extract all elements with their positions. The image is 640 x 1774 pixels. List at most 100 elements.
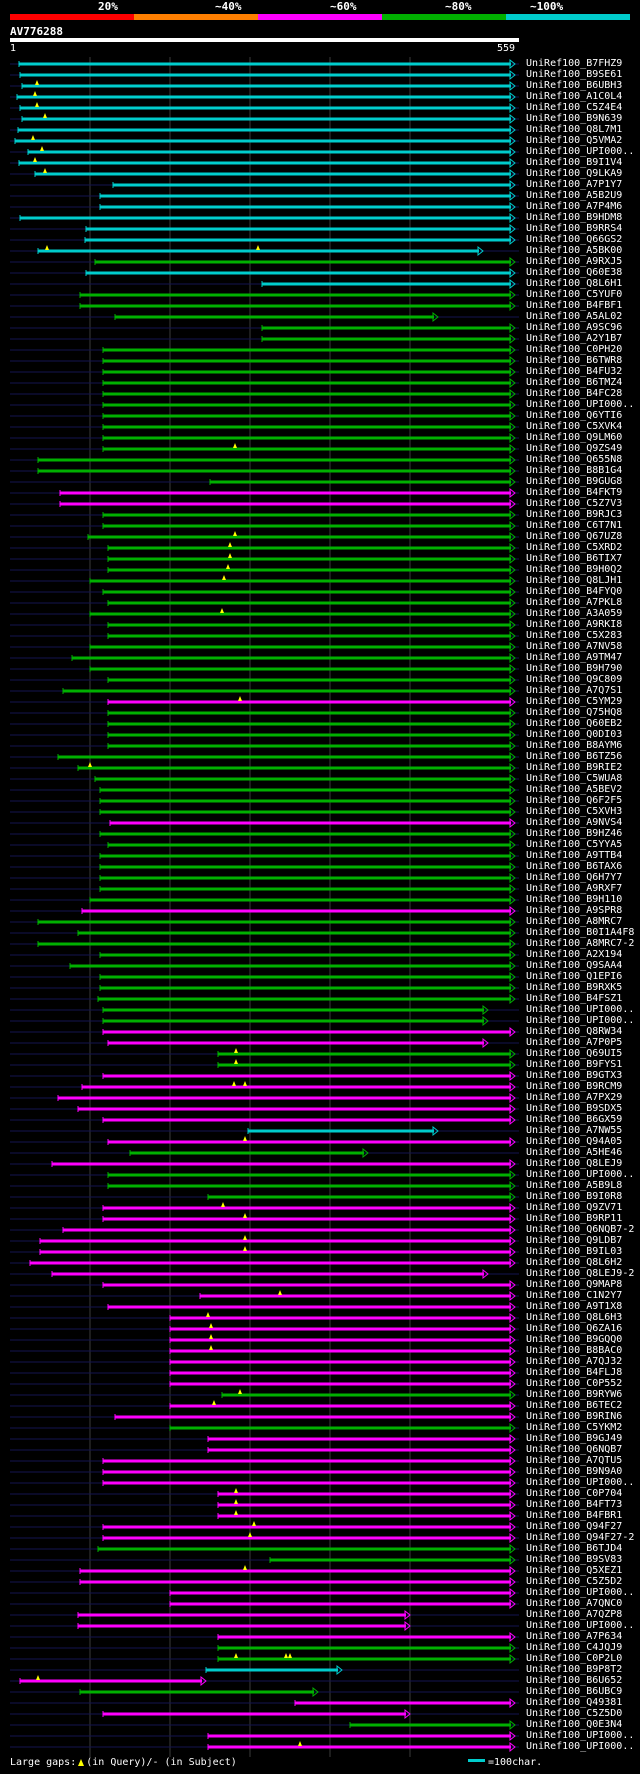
hit-label[interactable]: UniRef100_Q6ZA16 [526, 1323, 623, 1334]
alignment-row[interactable] [10, 949, 519, 961]
alignment-row[interactable] [10, 663, 519, 675]
hit-label[interactable]: UniRef100_B9RXK5 [526, 982, 623, 993]
hit-label[interactable]: UniRef100_UPI000.. [526, 1741, 635, 1752]
alignment-row[interactable] [10, 1213, 519, 1225]
hit-label[interactable]: UniRef100_Q6YTI6 [526, 410, 623, 421]
hit-label[interactable]: UniRef100_A7P4M6 [526, 201, 623, 212]
alignment-row[interactable] [10, 311, 519, 323]
alignment-row[interactable] [10, 993, 519, 1005]
hit-label[interactable]: UniRef100_B6TMZ4 [526, 377, 623, 388]
alignment-row[interactable] [10, 619, 519, 631]
alignment-row[interactable] [10, 806, 519, 818]
hit-label[interactable]: UniRef100_C0P704 [526, 1488, 623, 1499]
alignment-row[interactable] [10, 1620, 519, 1632]
alignment-row[interactable] [10, 1609, 519, 1621]
alignment-row[interactable] [10, 1488, 519, 1500]
alignment-row[interactable] [10, 718, 519, 730]
hit-label[interactable]: UniRef100_B9RJC3 [526, 509, 623, 520]
alignment-row[interactable] [10, 1433, 519, 1445]
hit-label[interactable]: UniRef100_Q8LJH1 [526, 575, 623, 586]
hit-label[interactable]: UniRef100_Q8L7M1 [526, 124, 623, 135]
alignment-row[interactable] [10, 839, 519, 851]
hit-label[interactable]: UniRef100_A9RXF7 [526, 883, 623, 894]
hit-label[interactable]: UniRef100_B6TAX6 [526, 861, 623, 872]
hit-label[interactable]: UniRef100_C5YM29 [526, 696, 623, 707]
alignment-row[interactable] [10, 487, 519, 499]
hit-label[interactable]: UniRef100_B9H790 [526, 663, 623, 674]
hit-label[interactable]: UniRef100_B6UBC9 [526, 1686, 623, 1697]
hit-label[interactable]: UniRef100_A9SPR8 [526, 905, 623, 916]
alignment-row[interactable] [10, 1026, 519, 1038]
alignment-row[interactable] [10, 201, 519, 213]
alignment-row[interactable] [10, 1114, 519, 1126]
hit-label[interactable]: UniRef100_B9SV83 [526, 1554, 623, 1565]
hit-label[interactable]: UniRef100_B6TZ56 [526, 751, 623, 762]
alignment-row[interactable] [10, 1422, 519, 1434]
alignment-row[interactable] [10, 300, 519, 312]
hit-label[interactable]: UniRef100_A9RXJ5 [526, 256, 623, 267]
hit-label[interactable]: UniRef100_C1N2Y7 [526, 1290, 623, 1301]
alignment-row[interactable] [10, 190, 519, 202]
hit-label[interactable]: UniRef100_A9NVS4 [526, 817, 623, 828]
hit-label[interactable]: UniRef100_C5YUF0 [526, 289, 623, 300]
alignment-row[interactable] [10, 1257, 519, 1269]
alignment-row[interactable] [10, 1444, 519, 1456]
alignment-row[interactable] [10, 1070, 519, 1082]
alignment-row[interactable] [10, 212, 519, 224]
hit-label[interactable]: UniRef100_B9IL03 [526, 1246, 623, 1257]
hit-label[interactable]: UniRef100_Q8LEJ9 [526, 1158, 623, 1169]
alignment-row[interactable] [10, 861, 519, 873]
alignment-row[interactable] [10, 1521, 519, 1533]
alignment-row[interactable] [10, 1411, 519, 1423]
hit-label[interactable]: UniRef100_C5Z7V3 [526, 498, 623, 509]
hit-label[interactable]: UniRef100_UPI000.. [526, 1587, 635, 1598]
hit-label[interactable]: UniRef100_A5BEV2 [526, 784, 623, 795]
alignment-row[interactable] [10, 498, 519, 510]
alignment-row[interactable] [10, 1664, 519, 1676]
hit-label[interactable]: UniRef100_A5HE46 [526, 1147, 623, 1158]
hit-label[interactable]: UniRef100_A9SC96 [526, 322, 623, 333]
hit-label[interactable]: UniRef100_Q5VMA2 [526, 135, 623, 146]
alignment-row[interactable] [10, 157, 519, 169]
alignment-row[interactable] [10, 1169, 519, 1181]
hit-label[interactable]: UniRef100_B4FKT9 [526, 487, 623, 498]
hit-label[interactable]: UniRef100_B6TJD4 [526, 1543, 623, 1554]
alignment-row[interactable] [10, 1125, 519, 1137]
hit-label[interactable]: UniRef100_C5Z4E4 [526, 102, 623, 113]
hit-label[interactable]: UniRef100_C0P552 [526, 1378, 623, 1389]
alignment-row[interactable] [10, 1367, 519, 1379]
alignment-row[interactable] [10, 58, 519, 70]
alignment-row[interactable] [10, 850, 519, 862]
hit-label[interactable]: UniRef100_Q75HQ8 [526, 707, 623, 718]
alignment-row[interactable] [10, 1092, 519, 1104]
alignment-row[interactable] [10, 267, 519, 279]
hit-label[interactable]: UniRef100_B7FHZ9 [526, 58, 623, 69]
alignment-row[interactable] [10, 1598, 519, 1610]
alignment-row[interactable] [10, 674, 519, 686]
hit-label[interactable]: UniRef100_Q0E3N4 [526, 1719, 623, 1730]
alignment-row[interactable] [10, 1081, 519, 1093]
alignment-row[interactable] [10, 1246, 519, 1258]
hit-label[interactable]: UniRef100_Q1EPI6 [526, 971, 623, 982]
hit-label[interactable]: UniRef100_A7P634 [526, 1631, 623, 1642]
alignment-row[interactable] [10, 982, 519, 994]
alignment-row[interactable] [10, 905, 519, 917]
alignment-row[interactable] [10, 872, 519, 884]
hit-label[interactable]: UniRef100_Q49381 [526, 1697, 623, 1708]
hit-label[interactable]: UniRef100_A7QJ32 [526, 1356, 623, 1367]
hit-label[interactable]: UniRef100_Q60E38 [526, 267, 623, 278]
alignment-row[interactable] [10, 1037, 519, 1049]
alignment-row[interactable] [10, 1510, 519, 1522]
alignment-row[interactable] [10, 124, 519, 136]
alignment-row[interactable] [10, 1136, 519, 1148]
hit-label[interactable]: UniRef100_B9FYS1 [526, 1059, 623, 1070]
alignment-row[interactable] [10, 1290, 519, 1302]
alignment-row[interactable] [10, 586, 519, 598]
hit-label[interactable]: UniRef100_C5XRD2 [526, 542, 623, 553]
hit-label[interactable]: UniRef100_B9P8T2 [526, 1664, 623, 1675]
alignment-row[interactable] [10, 1301, 519, 1313]
alignment-row[interactable] [10, 1345, 519, 1357]
hit-label[interactable]: UniRef100_A2X194 [526, 949, 623, 960]
hit-label[interactable]: UniRef100_UPI000.. [526, 1004, 635, 1015]
alignment-row[interactable] [10, 1279, 519, 1291]
